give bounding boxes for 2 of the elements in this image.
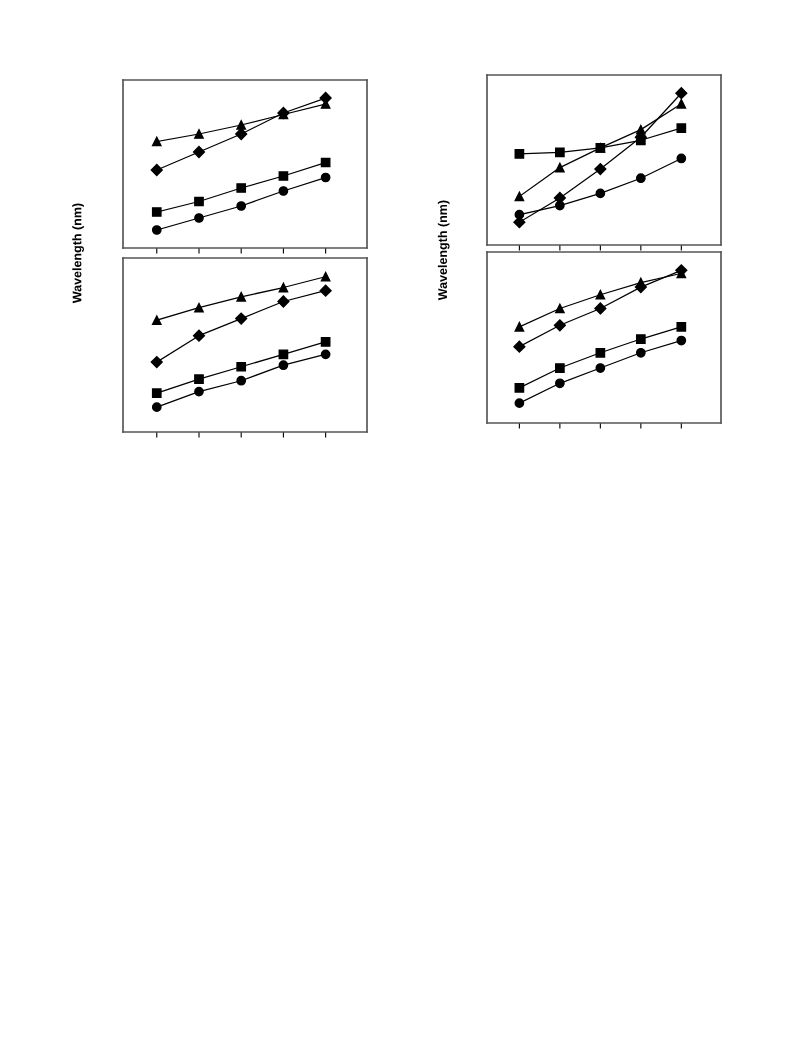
y-axis-title: Wavelength (nm) [72,203,84,304]
y-axis-title: Wavelength (nm) [437,200,450,301]
